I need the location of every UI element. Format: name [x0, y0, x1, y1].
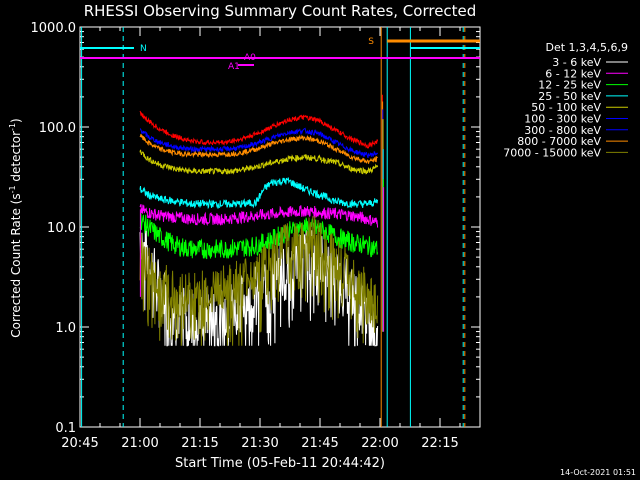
series-1-trace — [139, 203, 379, 228]
x-tick-label: 22:00 — [361, 436, 398, 451]
legend-label: 6 - 12 keV — [545, 67, 601, 80]
flag-label-s: S — [368, 37, 374, 47]
y-tick-label: 10.0 — [47, 221, 76, 236]
legend-header: Det 1,3,4,5,6,9 — [545, 41, 628, 54]
x-axis: 20:45 21:00 21:15 21:30 21:45 22:00 22:15 — [61, 27, 461, 451]
flag-label-a0: A0 — [244, 53, 256, 63]
series-2-trace — [139, 213, 379, 260]
x-tick-label: 22:15 — [421, 436, 458, 451]
y-axis-label: Corrected Count Rate (s-1 detector-1) — [8, 118, 23, 337]
x-tick-label: 21:15 — [181, 436, 218, 451]
legend-label: 800 - 7000 keV — [517, 135, 601, 148]
chart-title: RHESSI Observing Summary Count Rates, Co… — [84, 2, 477, 20]
x-tick-label: 21:30 — [241, 436, 278, 451]
series-5-trace — [139, 127, 379, 159]
y-tick-label: 100.0 — [39, 121, 76, 136]
series-layer — [139, 110, 379, 347]
x-tick-label: 21:00 — [121, 436, 158, 451]
x-tick-label: 20:45 — [61, 436, 98, 451]
y-tick-label: 1000.0 — [31, 21, 77, 36]
y-tick-label: 1.0 — [55, 321, 76, 336]
legend-label: 7000 - 15000 keV — [503, 146, 601, 159]
state-flags: N S A0 A1 — [80, 37, 480, 72]
orbit-markers — [81, 27, 466, 427]
series-3-trace — [139, 177, 379, 210]
footer-date: 14-Oct-2021 01:51 — [560, 468, 636, 477]
series-4-trace — [139, 149, 379, 175]
legend-label: 50 - 100 keV — [531, 101, 601, 114]
flag-label-n: N — [140, 44, 147, 54]
series-7-trace — [139, 133, 378, 164]
series-8-trace — [139, 216, 379, 346]
flare-spike — [139, 94, 385, 332]
y-axis: 0.1 1.0 10.0 100.0 1000.0 — [31, 21, 480, 436]
x-tick-label: 21:45 — [301, 436, 338, 451]
legend-label: 3 - 6 keV — [552, 56, 601, 69]
legend-label: 25 - 50 keV — [538, 90, 601, 103]
x-axis-label: Start Time (05-Feb-11 20:44:42) — [175, 456, 385, 471]
legend-label: 12 - 25 keV — [538, 79, 601, 92]
flag-label-a1: A1 — [228, 62, 240, 72]
legend-label: 300 - 800 keV — [524, 124, 601, 137]
y-tick-label: 0.1 — [55, 421, 76, 436]
series-9-trace — [139, 110, 379, 149]
legend-label: 100 - 300 keV — [524, 113, 601, 126]
